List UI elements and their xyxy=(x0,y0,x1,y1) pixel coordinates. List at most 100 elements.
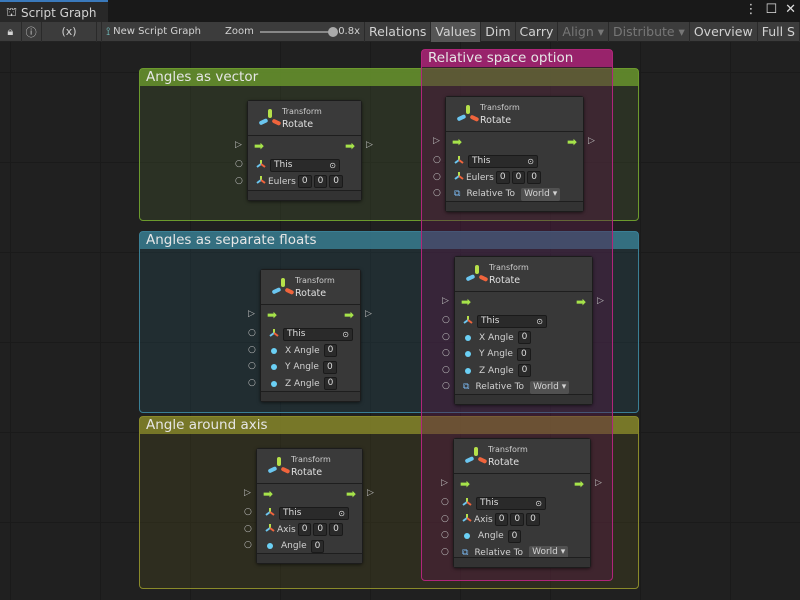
vector-component-field[interactable]: 0 xyxy=(297,523,312,536)
target-picker-icon[interactable]: ⊙ xyxy=(338,508,345,518)
toolbar-button-relations[interactable]: Relations xyxy=(365,21,432,42)
toolbar-button-distribute[interactable]: Distribute ▾ xyxy=(609,21,690,42)
group-title[interactable]: Angles as vector xyxy=(140,69,638,86)
node-header[interactable]: Transform Rotate xyxy=(454,439,590,474)
node-transform-rotate[interactable]: Transform Rotate ➡ ➡ This ⊙ X Angle 0 Y Angle 0 Z … xyxy=(260,269,361,402)
relative-to-dropdown[interactable]: World ▾ xyxy=(529,546,569,559)
graph-canvas[interactable]: Angles as vector Angles as separate float… xyxy=(0,42,800,600)
flow-output-port-icon[interactable]: ▷ xyxy=(597,296,604,306)
flow-input-port-icon[interactable]: ▷ xyxy=(441,478,448,488)
vector-component-field[interactable]: 0 xyxy=(494,513,509,526)
node-transform-rotate[interactable]: Transform Rotate ➡ ➡ This ⊙ Axis 0 0 0 Angle 0 xyxy=(256,448,363,564)
target-picker-icon[interactable]: ⊙ xyxy=(536,316,543,326)
value-input-port-icon[interactable]: ○ xyxy=(442,315,450,325)
target-field[interactable]: This ⊙ xyxy=(477,314,547,328)
value-input-port-icon[interactable]: ○ xyxy=(248,377,256,388)
group-title[interactable]: Relative space option xyxy=(422,50,612,67)
flow-input-port-icon[interactable]: ▷ xyxy=(248,309,255,319)
float-field[interactable]: 0 xyxy=(507,529,522,543)
toolbar-button-values[interactable]: Values xyxy=(431,21,482,42)
vector-component-field[interactable]: 0 xyxy=(313,523,328,536)
value-input-port-icon[interactable]: ○ xyxy=(441,530,449,540)
target-picker-icon[interactable]: ⊙ xyxy=(527,156,534,166)
target-field[interactable]: This ⊙ xyxy=(283,327,353,341)
group-title[interactable]: Angle around axis xyxy=(140,417,638,434)
node-transform-rotate[interactable]: Transform Rotate ➡ ➡ This ⊙ Axis 0 0 0 Angle 0 ⧉ Rela… xyxy=(453,438,591,568)
node-header[interactable]: Transform Rotate xyxy=(446,97,583,132)
node-header[interactable]: Transform Rotate xyxy=(257,449,362,484)
node-transform-rotate[interactable]: Transform Rotate ➡ ➡ This ⊙ X Angle 0 Y Angle 0 Z … xyxy=(454,256,593,405)
node-header[interactable]: Transform Rotate xyxy=(455,257,592,292)
target-picker-icon[interactable]: ⊙ xyxy=(342,329,349,339)
value-input-port-icon[interactable]: ○ xyxy=(244,507,252,517)
vector-component-field[interactable]: 0 xyxy=(329,523,343,536)
toolbar-button-dim[interactable]: Dim xyxy=(481,21,516,42)
vector-component-field[interactable]: 0 xyxy=(495,171,510,184)
toolbar-button-overview[interactable]: Overview xyxy=(690,21,758,42)
node-header[interactable]: Transform Rotate xyxy=(248,101,361,136)
value-input-port-icon[interactable]: ○ xyxy=(244,523,252,534)
vector-component-field[interactable]: 0 xyxy=(510,513,525,526)
flow-output-port-icon[interactable]: ▷ xyxy=(588,136,595,146)
value-input-port-icon[interactable]: ○ xyxy=(441,546,449,557)
group-title[interactable]: Angles as separate floats xyxy=(140,232,638,249)
value-input-port-icon[interactable]: ○ xyxy=(248,344,256,355)
value-input-port-icon[interactable]: ○ xyxy=(433,155,441,165)
info-icon[interactable]: ⓘ xyxy=(22,21,42,42)
value-input-port-icon[interactable]: ○ xyxy=(442,348,450,358)
node-header[interactable]: Transform Rotate xyxy=(261,270,360,305)
target-picker-icon[interactable]: ⊙ xyxy=(329,160,336,170)
flow-input-port-icon[interactable]: ▷ xyxy=(235,140,242,150)
value-input-port-icon[interactable]: ○ xyxy=(442,331,450,342)
flow-input-port-icon[interactable]: ▷ xyxy=(442,296,449,306)
target-field[interactable]: This ⊙ xyxy=(476,496,546,510)
flow-output-port-icon[interactable]: ▷ xyxy=(365,309,372,319)
float-field[interactable]: 0 xyxy=(516,347,531,361)
target-picker-icon[interactable]: ⊙ xyxy=(535,498,542,508)
tab-script-graph[interactable]: ⛫ Script Graph xyxy=(0,0,108,22)
value-input-port-icon[interactable]: ○ xyxy=(235,175,243,186)
value-input-port-icon[interactable]: ○ xyxy=(235,159,243,169)
value-input-port-icon[interactable]: ○ xyxy=(248,328,256,338)
vector-component-field[interactable]: 0 xyxy=(527,171,542,184)
flow-input-port-icon[interactable]: ▷ xyxy=(433,136,440,146)
target-field[interactable]: This ⊙ xyxy=(279,506,349,520)
node-transform-rotate[interactable]: Transform Rotate ➡ ➡ This ⊙ Eulers 0 0 0 xyxy=(247,100,362,201)
relative-to-dropdown[interactable]: World ▾ xyxy=(521,187,561,201)
vector-component-field[interactable]: 0 xyxy=(511,171,526,184)
value-input-port-icon[interactable]: ○ xyxy=(433,188,441,198)
vector-component-field[interactable]: 0 xyxy=(313,175,328,188)
flow-output-port-icon[interactable]: ▷ xyxy=(595,478,602,488)
lock-icon[interactable]: 🔒︎ xyxy=(0,21,22,42)
relative-to-dropdown[interactable]: World ▾ xyxy=(530,380,570,394)
flow-output-port-icon[interactable]: ▷ xyxy=(366,140,373,150)
flow-output-port-icon[interactable]: ▷ xyxy=(367,488,374,498)
close-icon[interactable]: ✕ xyxy=(785,2,796,17)
new-script-graph-button[interactable]: ⟟ New Script Graph xyxy=(102,22,205,42)
node-transform-rotate[interactable]: Transform Rotate ➡ ➡ This ⊙ Eulers 0 0 0 ⧉ Relative… xyxy=(445,96,584,212)
zoom-slider-thumb[interactable] xyxy=(327,26,338,37)
value-input-port-icon[interactable]: ○ xyxy=(248,361,256,371)
value-input-port-icon[interactable]: ○ xyxy=(442,364,450,375)
float-field[interactable]: 0 xyxy=(322,360,337,374)
float-field[interactable]: 0 xyxy=(310,539,325,553)
toolbar-button-align[interactable]: Align ▾ xyxy=(558,21,610,42)
kebab-icon[interactable]: ⋮ xyxy=(744,2,758,17)
toolbar-button-fulls[interactable]: Full S xyxy=(758,21,800,42)
float-field[interactable]: 0 xyxy=(517,331,532,344)
float-field[interactable]: 0 xyxy=(517,364,532,377)
variables-button[interactable]: (x) xyxy=(42,21,98,42)
value-input-port-icon[interactable]: ○ xyxy=(442,381,450,391)
value-input-port-icon[interactable]: ○ xyxy=(441,513,449,524)
float-field[interactable]: 0 xyxy=(323,344,338,357)
value-input-port-icon[interactable]: ○ xyxy=(433,171,441,182)
float-field[interactable]: 0 xyxy=(323,377,338,390)
target-field[interactable]: This ⊙ xyxy=(270,158,340,172)
vector-component-field[interactable]: 0 xyxy=(329,175,344,188)
value-input-port-icon[interactable]: ○ xyxy=(441,497,449,507)
value-input-port-icon[interactable]: ○ xyxy=(244,540,252,550)
vector-component-field[interactable]: 0 xyxy=(297,175,312,188)
flow-input-port-icon[interactable]: ▷ xyxy=(244,488,251,498)
toolbar-button-carry[interactable]: Carry xyxy=(516,21,559,42)
zoom-slider[interactable] xyxy=(259,26,338,37)
